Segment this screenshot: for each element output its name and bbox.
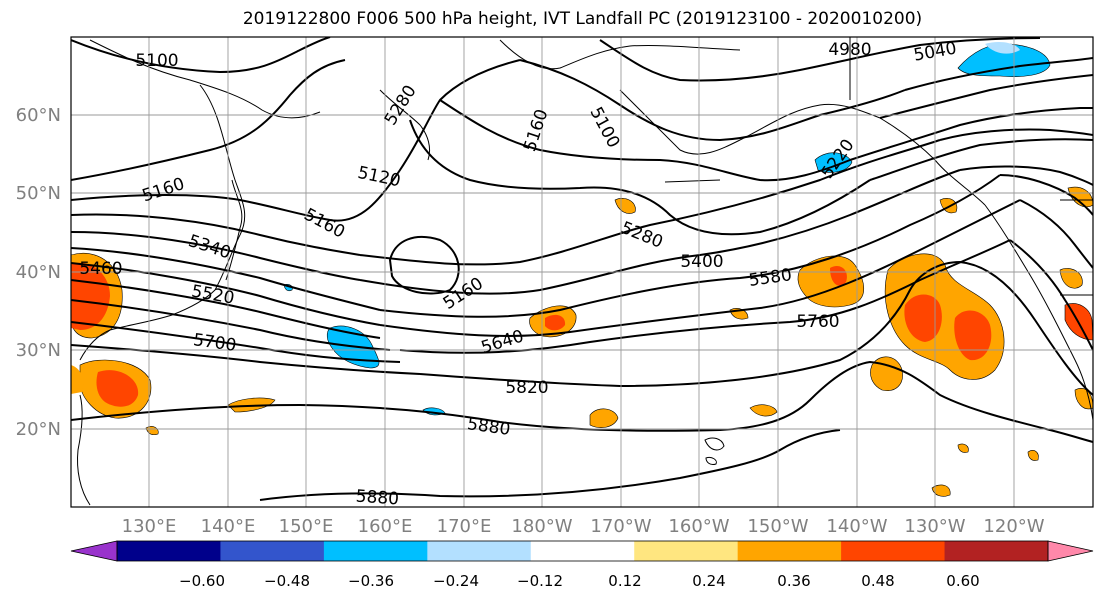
contour-label: 5820 (505, 378, 548, 398)
colorbar-segment (737, 541, 842, 561)
lat-label: 30°N (16, 340, 61, 361)
colorbar-segment (944, 541, 1049, 561)
lon-label: 180°W (511, 516, 572, 537)
lon-label: 160°E (358, 516, 413, 537)
lon-label: 150°E (279, 516, 334, 537)
colorbar-segment (117, 541, 221, 561)
colorbar-tick-label: −0.36 (348, 572, 394, 590)
map-title: 2019122800 F006 500 hPa height, IVT Land… (242, 9, 923, 29)
lat-label: 40°N (16, 262, 61, 283)
lon-label: 120°W (983, 516, 1044, 537)
contour-label: 5400 (680, 252, 723, 272)
colorbar-segment (323, 541, 428, 561)
colorbar-segment (530, 541, 635, 561)
lon-label: 150°W (747, 516, 808, 537)
lon-label: 170°W (590, 516, 651, 537)
lon-label: 170°E (437, 516, 492, 537)
colorbar-tick-label: −0.12 (517, 572, 563, 590)
contour-label: 5460 (79, 259, 122, 279)
colorbar-tick-label: −0.24 (433, 572, 479, 590)
contour-label: 5100 (135, 51, 178, 71)
colorbar-segment (220, 541, 325, 561)
colorbar-tick-label: −0.48 (264, 572, 310, 590)
height-contours (71, 37, 1093, 501)
colorbar-segment (634, 541, 739, 561)
ivt-positive-shading (71, 186, 1093, 497)
lon-label: 130°W (904, 516, 965, 537)
lon-label: 160°W (668, 516, 729, 537)
colorbar-extend-max (1048, 541, 1093, 561)
colorbar-tick-label: 0.24 (692, 572, 725, 590)
lon-label: 130°E (122, 516, 177, 537)
colorbar-tick-label: 0.48 (861, 572, 894, 590)
colorbar-tick-label: −0.60 (179, 572, 225, 590)
colorbar-segment (841, 541, 946, 561)
map-frame (70, 36, 1094, 508)
colorbar-tick-label: 0.60 (946, 572, 979, 590)
colorbar-extend-min (71, 541, 117, 561)
lat-label: 20°N (16, 419, 61, 440)
colorbar-tick-label: 0.36 (777, 572, 810, 590)
lon-label: 140°W (826, 516, 887, 537)
map-gridlines (71, 37, 1093, 507)
colorbar-segment (427, 541, 532, 561)
colorbar-tick-label: 0.12 (608, 572, 641, 590)
lat-label: 60°N (16, 105, 61, 126)
lon-label: 140°E (201, 516, 256, 537)
colorbar: −0.60 −0.48 −0.36 −0.24 −0.12 0.12 0.24 … (70, 540, 1094, 590)
contour-label: 5760 (796, 312, 839, 332)
contour-label: 5880 (355, 487, 400, 510)
lat-label: 50°N (16, 183, 61, 204)
contour-label: 4980 (828, 40, 871, 60)
